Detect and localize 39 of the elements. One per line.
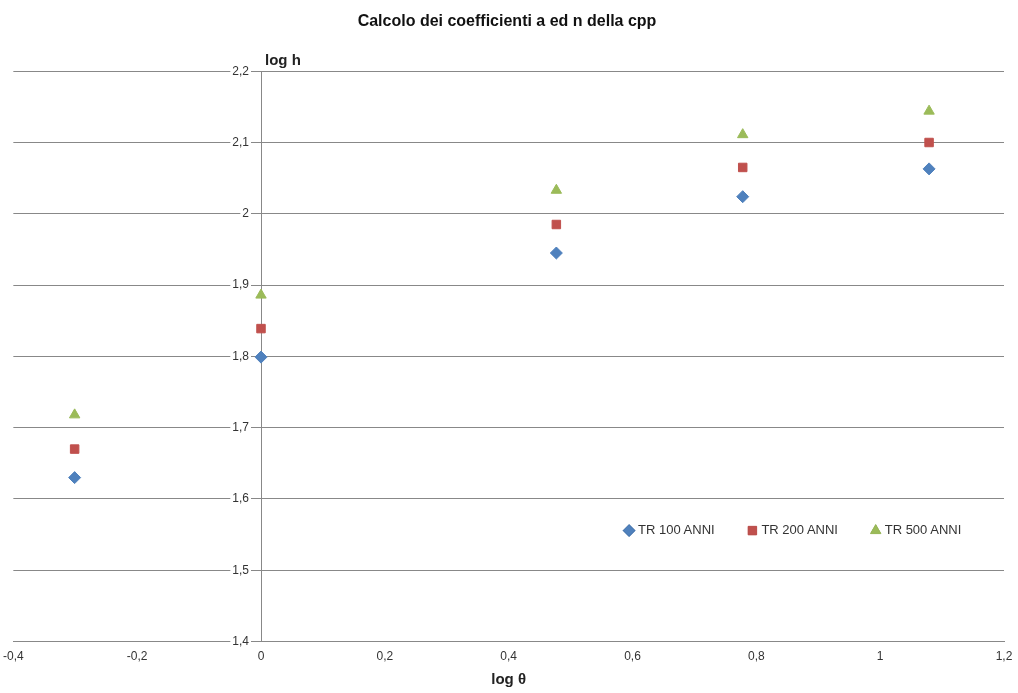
y-tick-label: 1,6 — [232, 491, 250, 506]
point — [736, 190, 750, 204]
x-tick-label: 1,2 — [995, 649, 1013, 664]
x-tick-label: -0,2 — [126, 649, 148, 664]
x-axis-title: log θ — [491, 670, 527, 688]
x-tick-label: -0,4 — [3, 649, 24, 664]
y-axis-title: log h — [265, 50, 301, 68]
point — [923, 104, 935, 115]
y-tick-label: 1,7 — [232, 420, 250, 435]
x-tick-label: 0,4 — [500, 649, 518, 664]
point — [551, 219, 562, 230]
x-tick-label: 0,8 — [747, 649, 765, 664]
y-tick-label: 1,8 — [232, 348, 250, 363]
x-tick-label: 0,6 — [624, 649, 642, 664]
point — [256, 323, 266, 334]
point — [737, 128, 749, 139]
x-tick-label: 0,2 — [376, 649, 394, 664]
point — [922, 162, 936, 176]
point — [737, 162, 748, 173]
chart-title: Calcolo dei coefficienti a ed n della cpp — [357, 12, 657, 30]
legend-label: TR 500 ANNI — [884, 522, 962, 538]
x-tick-label: 1 — [876, 649, 884, 664]
point — [255, 288, 267, 299]
point — [69, 444, 80, 454]
y-tick-label: 1,5 — [232, 562, 250, 577]
point — [254, 350, 268, 364]
point — [550, 183, 563, 194]
point — [549, 246, 563, 260]
point — [68, 471, 82, 485]
y-tick-label: 2,1 — [232, 134, 250, 149]
x-tick-label: 0 — [257, 649, 265, 664]
y-tick-label: 2 — [242, 206, 250, 221]
legend-label: TR 200 ANNI — [761, 522, 838, 538]
y-tick-label: 1,4 — [232, 633, 250, 648]
y-tick-label: 2,2 — [232, 63, 250, 78]
point — [924, 137, 934, 148]
legend-label: TR 100 ANNI — [638, 522, 715, 538]
point — [68, 408, 81, 419]
y-tick-label: 1,9 — [232, 277, 250, 292]
